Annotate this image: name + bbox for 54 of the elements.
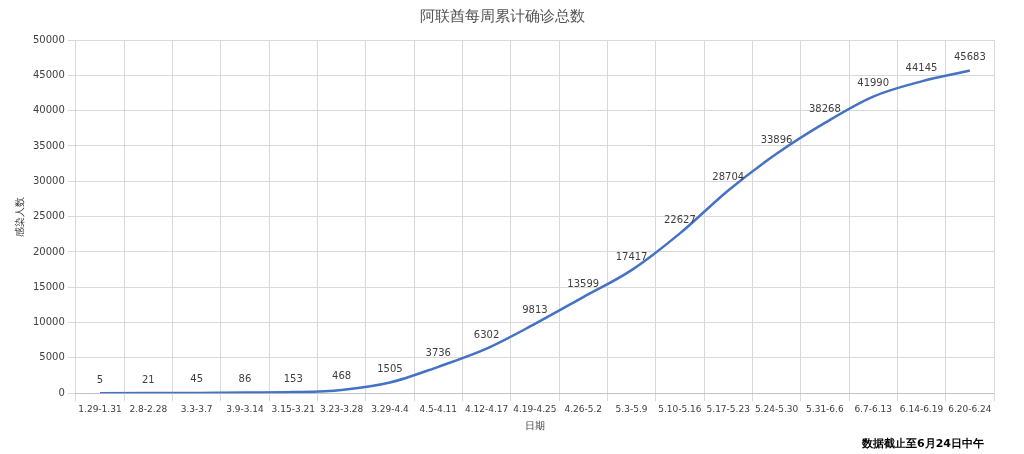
y-axis-title: 感染人数 <box>13 196 25 237</box>
y-tick-label: 25000 <box>33 210 65 222</box>
x-tick-label: 2.8-2.28 <box>129 403 168 414</box>
y-tick-label: 15000 <box>33 280 65 292</box>
y-tick-label: 50000 <box>33 33 65 45</box>
x-tick-label: 4.19-4.25 <box>513 403 557 414</box>
x-tick-label: 5.31-6.6 <box>806 403 844 414</box>
y-tick-label: 10000 <box>33 316 65 328</box>
text: 数据截止至6月24日中午 <box>861 437 984 451</box>
data-label: 45 <box>190 373 203 385</box>
data-label: 153 <box>283 372 303 384</box>
data-label: 28704 <box>712 171 745 183</box>
chart-title: 阿联酋每周累计确诊总数 <box>419 6 585 25</box>
x-axis-title: 日期 <box>524 419 545 431</box>
data-label: 13599 <box>567 277 600 289</box>
y-tick-label: 20000 <box>33 245 65 257</box>
data-label: 45683 <box>953 51 986 63</box>
x-tick-label: 3.3-3.7 <box>180 403 213 414</box>
x-tick-label: 1.29-1.31 <box>78 403 122 414</box>
x-tick-label: 5.24-5.30 <box>754 403 799 414</box>
y-tick-label: 35000 <box>33 139 65 151</box>
data-label: 3736 <box>425 347 451 359</box>
x-tick-label: 4.12-4.17 <box>464 403 509 414</box>
x-tick-label: 5.10-5.16 <box>658 403 702 414</box>
data-label: 86 <box>238 373 252 385</box>
x-tick-label: 6.14-6.19 <box>899 403 944 414</box>
y-tick-label: 40000 <box>33 104 65 116</box>
y-tick-label: 30000 <box>33 174 65 186</box>
line-series <box>98 69 972 394</box>
data-label: 9813 <box>522 304 548 316</box>
data-label: 33896 <box>760 134 793 146</box>
x-tick-label: 4.26-5.2 <box>564 403 603 414</box>
x-tick-label: 5.17-5.23 <box>706 403 750 414</box>
y-tick-label: 0 <box>58 386 65 398</box>
data-label: 22627 <box>663 213 696 225</box>
data-label: 468 <box>332 370 352 382</box>
data-label: 41990 <box>857 77 890 89</box>
data-label: 38268 <box>808 103 841 115</box>
data-label: 44145 <box>905 61 938 73</box>
x-tick-label: 4.5-4.11 <box>419 403 458 414</box>
x-tick-label: 3.9-3.14 <box>226 403 265 414</box>
data-label: 6302 <box>473 329 500 341</box>
x-tick-label: 6.20-6.24 <box>948 403 992 414</box>
y-tick-label: 45000 <box>33 68 65 80</box>
x-tick-label: 3.29-4.4 <box>371 403 409 414</box>
x-tick-label: 5.3-5.9 <box>615 403 648 414</box>
y-tick-label: 5000 <box>39 351 65 363</box>
data-label: 21 <box>141 373 155 385</box>
data-label: 1505 <box>377 363 403 375</box>
x-tick-label: 6.7-6.13 <box>854 403 892 414</box>
data-label: 5 <box>96 373 104 385</box>
x-tick-label: 3.23-3.28 <box>319 403 364 414</box>
x-tick-label: 3.15-3.21 <box>271 403 315 414</box>
data-label: 17417 <box>615 250 648 262</box>
